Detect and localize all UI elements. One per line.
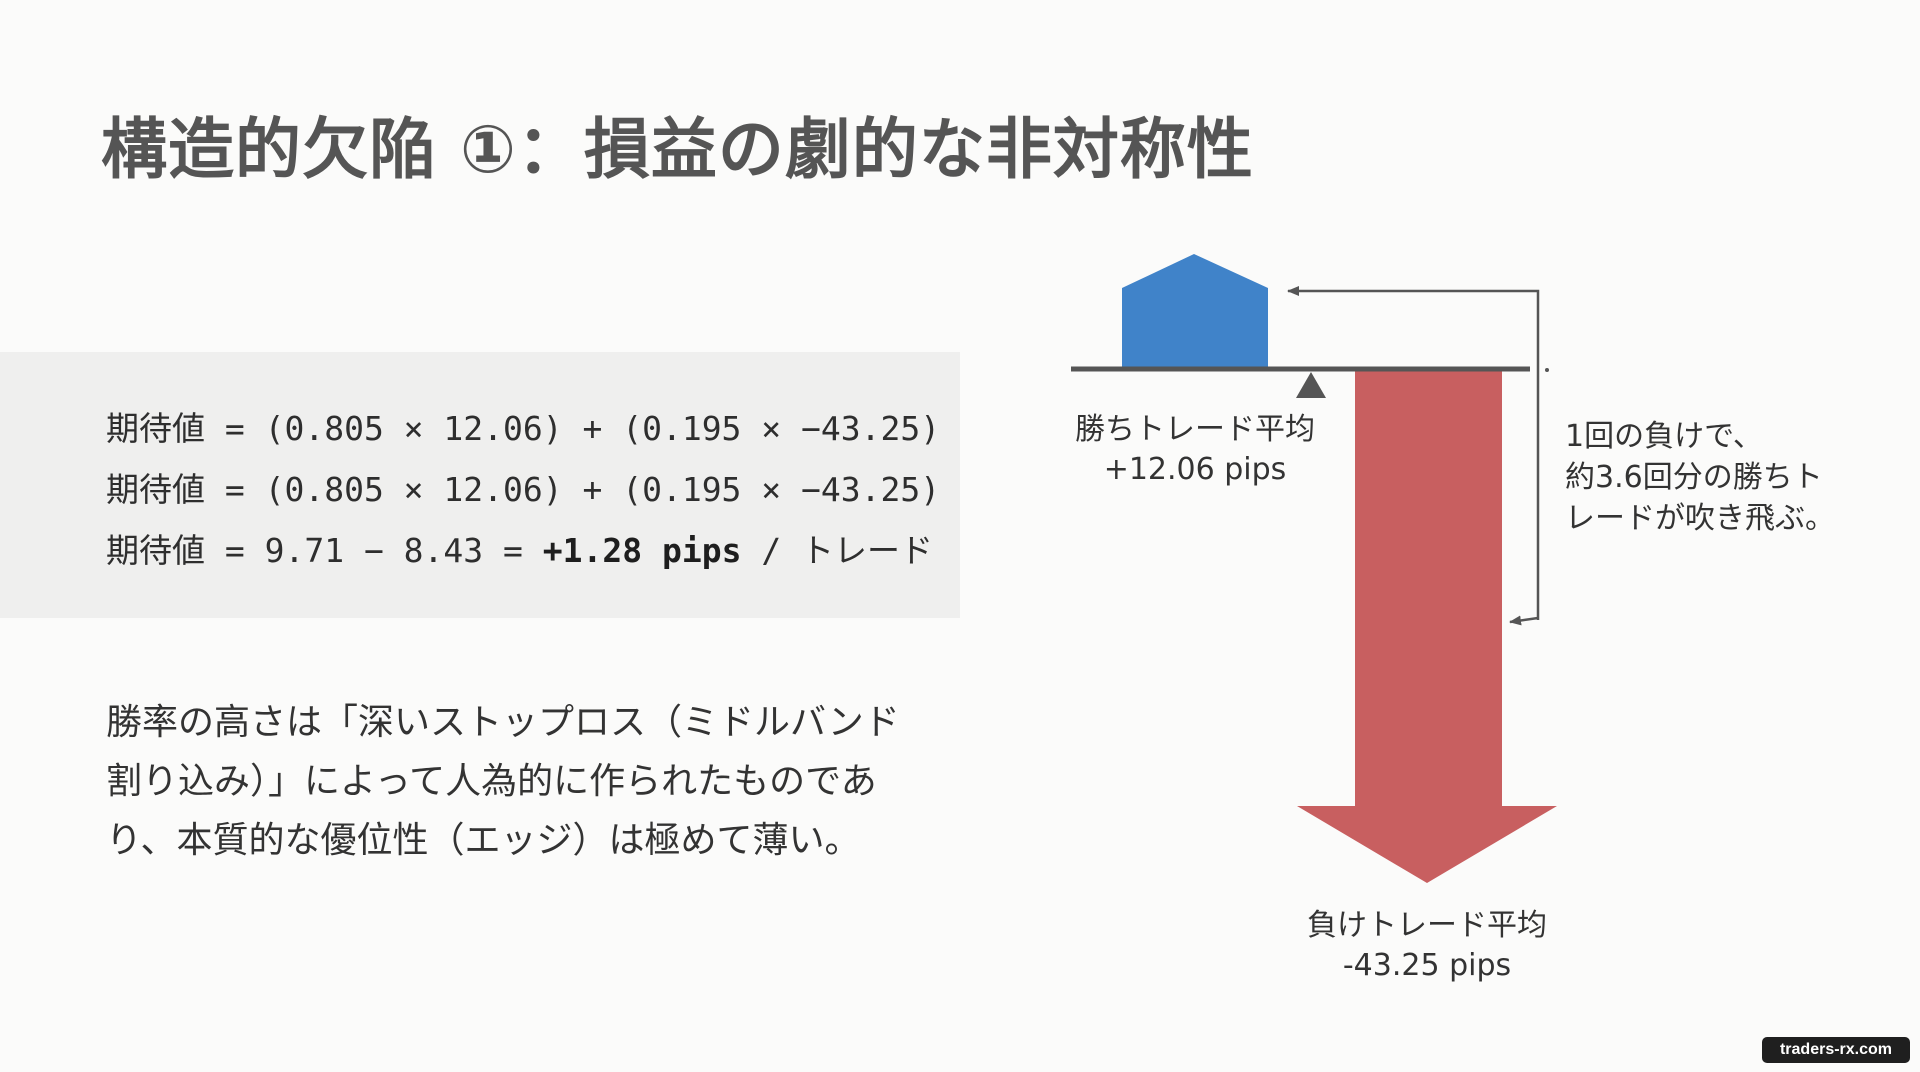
impact-note-line-1: 1回の負けで、 xyxy=(1565,419,1763,454)
bracket-lower-arrow xyxy=(1509,615,1539,626)
conclusion-line-2: 割り込み）」によって人為的に作られたものであ xyxy=(106,761,877,802)
beam-end-dot xyxy=(1545,368,1549,372)
conclusion-text: 勝率の高さは「深いストップロス（ミドルバンド 割り込み）」によって人為的に作られ… xyxy=(106,693,936,870)
formula-line-2: 期待値 = (0.805 × 12.06) + (0.195 × −43.25) xyxy=(106,470,941,509)
formula-box: 期待値 = (0.805 × 12.06) + (0.195 × −43.25)… xyxy=(0,352,960,618)
loss-label-text: 負けトレード平均 xyxy=(1307,908,1547,943)
fulcrum-triangle xyxy=(1296,372,1326,398)
bracket-connector xyxy=(1287,286,1540,620)
win-average-label: 勝ちトレード平均 +12.06 pips xyxy=(1066,410,1324,490)
win-value-text: +12.06 pips xyxy=(1103,452,1287,487)
conclusion-line-1: 勝率の高さは「深いストップロス（ミドルバンド xyxy=(106,702,900,743)
formula-line-3-prefix: 期待値 = 9.71 − 8.43 = xyxy=(106,531,543,570)
win-block xyxy=(1122,254,1268,368)
impact-note: 1回の負けで、 約3.6回分の勝ちト レードが吹き飛ぶ。 xyxy=(1565,416,1835,539)
loss-average-label: 負けトレード平均 -43.25 pips xyxy=(1297,906,1557,986)
impact-note-line-2: 約3.6回分の勝ちト xyxy=(1565,460,1823,495)
conclusion-line-3: り、本質的な優位性（エッジ）は極めて薄い。 xyxy=(106,820,861,861)
impact-note-line-3: レードが吹き飛ぶ。 xyxy=(1565,501,1835,536)
formula-line-1: 期待値 = (0.805 × 12.06) + (0.195 × −43.25) xyxy=(106,409,941,448)
win-label-text: 勝ちトレード平均 xyxy=(1075,412,1315,447)
formula-line-3: 期待値 = 9.71 − 8.43 = +1.28 pips / トレード xyxy=(106,524,933,572)
expected-value-result: +1.28 pips xyxy=(542,531,742,570)
loss-arrow xyxy=(1297,370,1557,883)
loss-value-text: -43.25 pips xyxy=(1342,948,1512,983)
formula-line-3-suffix: / トレード xyxy=(741,531,934,570)
watermark-badge: traders-rx.com xyxy=(1762,1037,1910,1063)
slide-title: 構造的欠陥 ①：損益の劇的な非対称性 xyxy=(101,111,1254,188)
